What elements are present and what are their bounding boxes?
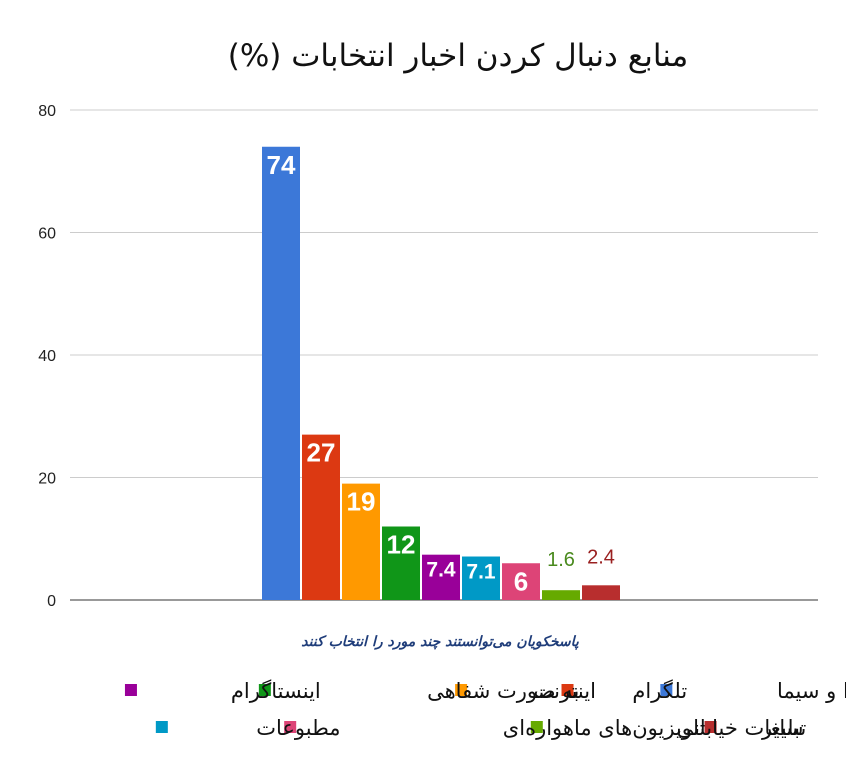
bar-data-label: 19 <box>347 487 376 517</box>
legend-label: مطبوعات <box>256 716 340 740</box>
bar-1 <box>262 146 300 600</box>
y-tick-label: 60 <box>38 226 56 243</box>
bar-data-label: 6 <box>514 566 528 596</box>
bar-9 <box>582 585 620 600</box>
bar-data-label: 7.4 <box>426 559 456 582</box>
bar-data-label: 74 <box>267 150 296 180</box>
chart-note: پاسخکویان می‌توانستند چند مورد را انتخاب… <box>301 634 580 650</box>
legend-label: سایر <box>761 716 803 740</box>
bar-data-label: 2.4 <box>587 546 615 568</box>
bar-6 <box>462 556 500 600</box>
bar-8 <box>542 590 580 600</box>
legend-swatch <box>455 684 468 696</box>
legend-swatch <box>704 721 717 733</box>
legend-swatch <box>284 721 297 733</box>
legend-label: اینستاگرام <box>231 679 321 703</box>
legend-swatch <box>155 721 168 733</box>
legend-label: به صورت شفاهی <box>427 679 579 703</box>
bar-2 <box>302 434 340 600</box>
chart-title: منابع دنبال کردن اخبار انتخابات (%) <box>228 38 689 74</box>
y-tick-label: 20 <box>38 471 56 488</box>
legend-label: تلویزیون‌های ماهواره‌ای <box>503 716 706 740</box>
y-tick-label: 80 <box>38 103 56 120</box>
legend-label: تبلیغات خیابانی <box>677 716 807 740</box>
legend-swatch <box>258 684 271 696</box>
legend-label: تلگرام <box>632 679 687 703</box>
bar-data-label: 12 <box>387 530 416 560</box>
bar-data-label: 7.1 <box>466 561 496 584</box>
legend-swatch <box>660 684 673 696</box>
y-tick-label: 0 <box>47 593 56 610</box>
legend-label: صدا و سیما <box>777 679 846 703</box>
y-tick-label: 40 <box>38 348 56 365</box>
bar-4 <box>382 526 420 600</box>
bar-data-label: 1.6 <box>547 549 575 571</box>
legend-swatch <box>124 684 137 696</box>
legend-swatch <box>530 721 543 733</box>
bar-5 <box>422 554 460 600</box>
bar-data-label: 27 <box>307 438 336 468</box>
legend-label: اینترنت <box>534 679 596 703</box>
bar-3 <box>342 483 380 600</box>
bar-7 <box>502 563 540 600</box>
legend-swatch <box>561 684 574 696</box>
